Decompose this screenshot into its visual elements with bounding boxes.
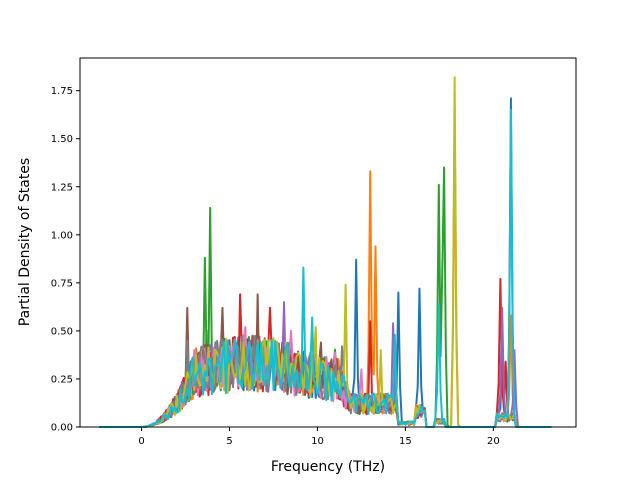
x-tick-label: 20 [487,436,500,447]
plot-frame [79,57,577,428]
y-tick-label: 0.75 [51,278,73,289]
x-axis-ticks: 0 5 10 15 20 [138,427,500,447]
y-tick-label: 0.50 [51,326,73,337]
y-tick-label: 0.00 [51,423,73,434]
x-tick-label: 0 [138,436,144,447]
y-tick-label: 1.25 [51,182,73,193]
x-axis-label: Frequency (THz) [271,459,385,475]
x-tick-label: 5 [226,436,232,447]
y-tick-label: 1.50 [51,134,73,145]
y-tick-label: 1.75 [51,86,73,97]
y-tick-label: 0.25 [51,374,73,385]
y-tick-label: 1.00 [51,230,73,241]
y-axis-label: Partial Density of States [17,158,33,326]
y-axis-ticks: 0.00 0.25 0.50 0.75 1.00 1.25 1.50 1.75 [51,86,80,434]
x-tick-label: 10 [311,436,324,447]
x-tick-label: 15 [399,436,412,447]
